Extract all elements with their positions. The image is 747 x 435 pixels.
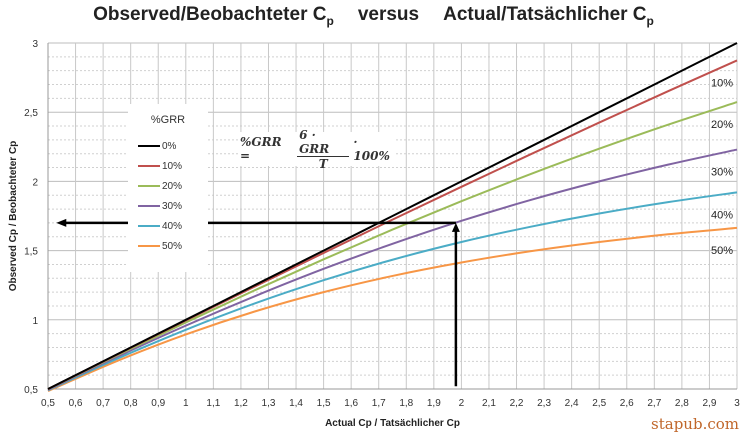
y-axis-label: Observed Cp / Beobachteter Cp	[8, 141, 19, 292]
legend-item: 10%	[128, 156, 208, 176]
y-tick-label: 1	[32, 316, 38, 327]
series-end-label: 20%	[711, 119, 733, 131]
x-tick-label: 2,5	[592, 398, 606, 409]
x-tick-label: 1,9	[427, 398, 441, 409]
x-tick-label: 2,1	[482, 398, 496, 409]
legend-title: %GRR	[150, 114, 186, 126]
legend-swatch	[138, 225, 160, 227]
x-tick-label: 2,4	[565, 398, 579, 409]
x-tick-label: 2,9	[702, 398, 716, 409]
x-tick-label: 0,5	[41, 398, 55, 409]
series-line-30pct	[47, 148, 738, 391]
legend-label: 20%	[162, 180, 183, 192]
series-end-label: 30%	[711, 167, 733, 179]
legend-item: 50%	[128, 236, 208, 256]
legend-item: 20%	[128, 176, 208, 196]
x-tick-label: 0,6	[69, 398, 83, 409]
arrow-head-up	[451, 222, 460, 232]
legend-label: 40%	[162, 220, 183, 232]
x-tick-label: 1,4	[289, 398, 303, 409]
legend-swatch	[138, 245, 160, 247]
legend-swatch	[138, 165, 160, 167]
series-line-40pct	[47, 191, 738, 392]
x-tick-label: 2,3	[537, 398, 551, 409]
arrow-head-left	[56, 218, 67, 227]
x-tick-label: 2,6	[620, 398, 634, 409]
legend-swatch	[138, 205, 160, 207]
y-tick-label: 3	[32, 39, 38, 50]
series-line-20pct	[47, 101, 738, 391]
x-axis-label: Actual Cp / Tatsächlicher Cp	[325, 418, 460, 429]
legend-label: 10%	[162, 160, 183, 172]
x-tick-label: 1,5	[317, 398, 331, 409]
x-tick-label: 2,7	[647, 398, 661, 409]
x-tick-label: 0,7	[96, 398, 110, 409]
x-tick-label: 1,6	[344, 398, 358, 409]
series-end-label: 40%	[711, 209, 733, 221]
x-tick-label: 0,9	[151, 398, 165, 409]
legend-item: 30%	[128, 196, 208, 216]
x-tick-label: 1,7	[372, 398, 386, 409]
x-tick-label: 0,8	[124, 398, 138, 409]
legend-swatch	[138, 185, 160, 187]
y-tick-label: 2,5	[24, 108, 38, 119]
x-tick-label: 1,3	[262, 398, 276, 409]
x-tick-label: 1,2	[234, 398, 248, 409]
legend-item: 0%	[128, 136, 208, 156]
chart-title: Observed/Beobachteter Cp versus Actual/Tat…	[93, 4, 654, 28]
y-tick-label: 0,5	[24, 385, 38, 396]
series-end-label: 50%	[711, 245, 733, 257]
x-tick-label: 2	[459, 398, 465, 409]
legend-label: 0%	[162, 140, 177, 152]
legend-swatch	[138, 145, 160, 147]
y-tick-label: 2	[32, 177, 38, 188]
watermark: stapub.com	[651, 415, 739, 433]
series-line-50pct	[47, 226, 738, 392]
y-tick-label: 1,5	[24, 247, 38, 258]
x-tick-label: 2,2	[510, 398, 524, 409]
x-tick-label: 3	[734, 398, 740, 409]
series-line-0pct	[47, 42, 738, 390]
x-tick-label: 1	[183, 398, 189, 409]
x-tick-label: 2,8	[675, 398, 689, 409]
grr-formula: %GRR = 6 · GRR T · 100%	[240, 128, 396, 171]
legend-label: 30%	[162, 200, 183, 212]
legend: %GRR 0% 10% 20% 30% 40% 50%	[128, 104, 208, 272]
series-end-label: 10%	[711, 77, 733, 89]
legend-label: 50%	[162, 240, 183, 252]
x-tick-label: 1,8	[399, 398, 413, 409]
x-tick-label: 1,1	[206, 398, 220, 409]
legend-item: 40%	[128, 216, 208, 236]
